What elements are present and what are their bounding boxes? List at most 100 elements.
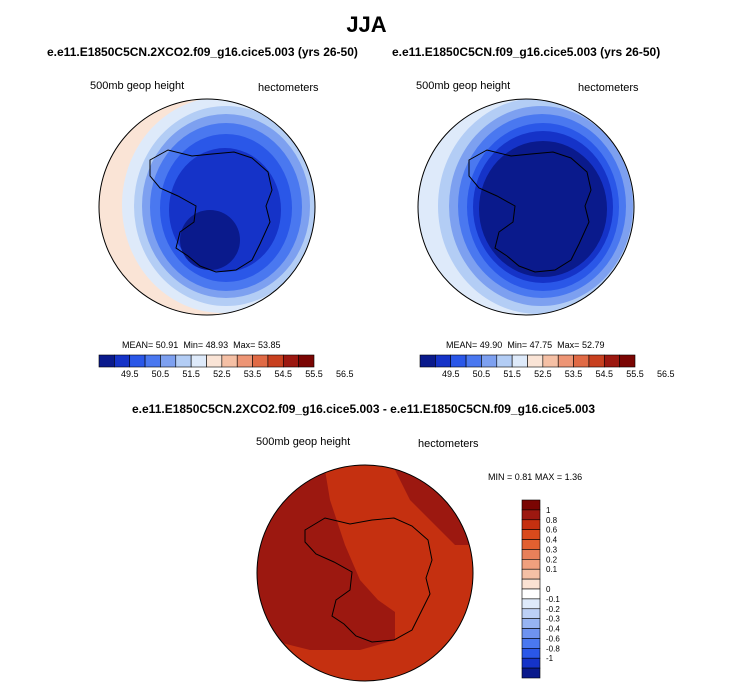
panel1-mean-label: MEAN=	[122, 340, 154, 350]
diff-colorbar-tick-label: 0.3	[546, 545, 558, 554]
panel2-colorbar-box	[496, 354, 513, 368]
diff-map	[256, 464, 474, 682]
diff-contour-high-west	[257, 470, 395, 650]
panel2-units: hectometers	[578, 82, 639, 94]
diff-colorbar-box	[521, 578, 541, 590]
panel1-colorbar-box	[175, 354, 192, 368]
diff-max: 1.36	[564, 472, 583, 482]
diff-colorbar-box	[521, 667, 541, 679]
panel1-colorbar-tick-label: 52.5	[213, 369, 231, 379]
panel2-max-label: Max=	[557, 340, 580, 350]
panel1-colorbar-box	[236, 354, 253, 368]
panel1-colorbar-box	[129, 354, 146, 368]
diff-colorbar-tick-label: 1	[546, 506, 551, 515]
panel1-min: 48.93	[205, 340, 229, 350]
panel2-colorbar-box	[527, 354, 544, 368]
diff-colorbar-tick-label: 0.1	[546, 565, 558, 574]
panel2-max: 52.79	[581, 340, 605, 350]
diff-min-label: MIN =	[488, 472, 513, 482]
panel1-colorbar-tick-label: 55.5	[305, 369, 323, 379]
diff-colorbar-box	[521, 559, 541, 570]
panel2-colorbar-box	[619, 354, 636, 368]
diff-colorbar-box	[521, 549, 541, 560]
panel2-colorbar-tick-label: 51.5	[503, 369, 521, 379]
diff-colorbar-tick-label: -0.2	[546, 605, 560, 614]
diff-colorbar-box	[521, 628, 541, 639]
diff-colorbar-tick-label: 0	[546, 585, 551, 594]
panel2-colorbar-box	[511, 354, 528, 368]
diff-colorbar-tick-label: -1	[546, 654, 554, 663]
diff-max-label: MAX =	[534, 472, 563, 482]
panel2-colorbar-tick-label: 54.5	[596, 369, 614, 379]
panel1-units: hectometers	[258, 82, 319, 94]
diff-colorbar-tick-label: -0.4	[546, 625, 560, 634]
panel2-colorbar-box	[435, 354, 452, 368]
panel1-variable: 500mb geop height	[90, 80, 185, 92]
diff-colorbar-box	[521, 499, 541, 511]
diff-colorbar-tick-label: -0.8	[546, 644, 560, 653]
panel2-colorbar-box	[481, 354, 498, 368]
diff-colorbar-tick-label: -0.6	[546, 634, 560, 643]
panel2-colorbar-box	[450, 354, 467, 368]
diff-colorbar-tick-label: 0.4	[546, 536, 558, 545]
panel1-colorbar-box	[298, 354, 315, 368]
panel2-colorbar-box	[465, 354, 482, 368]
panel2-map-border	[417, 98, 635, 316]
diff-colorbar-tick-label: 0.8	[546, 516, 558, 525]
panel2-variable: 500mb geop height	[416, 80, 511, 92]
diff-colorbar-box	[521, 657, 541, 669]
panel1-colorbar-tick-label: 49.5	[121, 369, 139, 379]
panel2-colorbar-box	[419, 354, 436, 368]
diff-colorbar-box	[521, 539, 541, 550]
panel1-colorbar: 49.5 50.5 51.5 52.5 53.5 54.5 55.5 56.5	[98, 354, 354, 379]
diff-colorbar-box	[521, 648, 541, 659]
panel2-contour-49.5	[479, 141, 607, 277]
panel2-colorbar-box	[573, 354, 590, 368]
panel1-stats: MEAN= 50.91 Min= 48.93 Max= 53.85	[122, 340, 280, 350]
panel1-mean: 50.91	[155, 340, 179, 350]
panel1-colorbar-box	[190, 354, 207, 368]
panel1-max-label: Max=	[233, 340, 256, 350]
diff-colorbar-tick-label: 0.6	[546, 526, 558, 535]
panel2-min-label: Min=	[507, 340, 528, 350]
panel1-colorbar-box	[252, 354, 269, 368]
panel1-colorbar-tick-label: 56.5	[336, 369, 354, 379]
diff-colorbar-box	[521, 588, 541, 600]
panel1-antarctica-outline	[149, 149, 273, 273]
diff-colorbar-box	[521, 608, 541, 619]
diff-contour-high-east	[395, 465, 473, 545]
panel2-colorbar-box	[603, 354, 620, 368]
diff-colorbar-box	[521, 598, 541, 610]
diff-colorbar-tick-label: -0.3	[546, 615, 560, 624]
panel2-colorbar-tick-label: 55.5	[626, 369, 644, 379]
diff-colorbar-box	[521, 618, 541, 629]
diff-colorbar-box	[521, 519, 541, 530]
diff-units: hectometers	[418, 438, 479, 450]
panel2-colorbar-box	[588, 354, 605, 368]
panel1-contour-49.5	[180, 210, 240, 270]
panel1-colorbar-box	[160, 354, 177, 368]
diff-colorbar-box	[521, 529, 541, 540]
panel2-colorbar-tick-label: 56.5	[657, 369, 675, 379]
panel1-colorbar-tick-label: 51.5	[182, 369, 200, 379]
diff-colorbar-box	[521, 509, 541, 521]
panel1-max: 53.85	[257, 340, 281, 350]
panel2-colorbar-tick-label: 52.5	[534, 369, 552, 379]
panel1-colorbar-box	[282, 354, 299, 368]
panel1-colorbar-tick-label: 54.5	[275, 369, 293, 379]
diff-colorbar-tick-label: -0.1	[546, 595, 560, 604]
panel2-map	[417, 98, 635, 316]
panel1-colorbar-box	[206, 354, 223, 368]
panel1-colorbar-tick-label: 53.5	[244, 369, 262, 379]
panel1-colorbar-box	[267, 354, 284, 368]
panel2-colorbar-tick-label: 53.5	[565, 369, 583, 379]
panel2-case-title: e.e11.E1850C5CN.f09_g16.cice5.003 (yrs 2…	[392, 45, 661, 59]
diff-map-border	[256, 464, 474, 682]
diff-stats: MIN = 0.81 MAX = 1.36	[488, 472, 582, 482]
panel2-antarctica-outline	[468, 149, 592, 273]
panel1-map-border	[98, 98, 316, 316]
diff-colorbar: 10.80.60.40.30.20.1 0-0.1-0.2-0.3-0.4-0.6…	[521, 499, 560, 679]
panel2-colorbar-tick-label: 49.5	[442, 369, 460, 379]
panel2-colorbar-box	[557, 354, 574, 368]
